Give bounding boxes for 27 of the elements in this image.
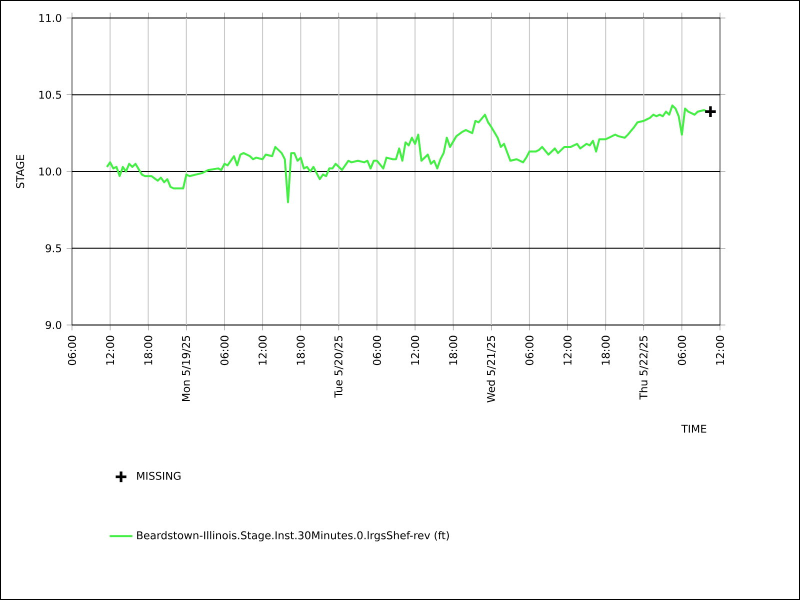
x-tick-label: 06:00 — [372, 336, 381, 366]
y-axis-title: STAGE — [16, 154, 24, 188]
x-tick-label: 12:00 — [411, 336, 420, 365]
x-tick-label: 06:00 — [220, 336, 228, 366]
x-tick-label: 06:00 — [525, 336, 534, 366]
x-tick-label: 06:00 — [678, 336, 686, 366]
x-tick-label: Wed 5/21/25 — [486, 336, 496, 402]
legend-label: Beardstown-Illinois.Stage.Inst.30Minutes.0.lrgsShef-rev (ft) — [137, 531, 449, 542]
y-tick-label: 11.0 — [39, 14, 62, 22]
legend-label: MISSING — [137, 472, 181, 480]
y-tick-label: 10.5 — [39, 90, 62, 99]
x-tick-label: Mon 5/19/25 — [182, 336, 191, 401]
y-tick-label: 10.0 — [39, 167, 62, 176]
x-tick-label: 06:00 — [68, 336, 76, 366]
x-tick-label: 12:00 — [258, 336, 267, 365]
x-tick-label: 12:00 — [106, 336, 114, 365]
y-tick-label: 9.0 — [46, 320, 62, 330]
y-tick-label: 9.5 — [46, 244, 62, 252]
x-axis-title: TIME — [681, 424, 706, 433]
x-tick-label: 18:00 — [449, 336, 458, 365]
x-tick-label: Tue 5/20/25 — [334, 336, 344, 398]
x-tick-label: 12:00 — [563, 336, 572, 365]
x-tick-label: 12:00 — [716, 336, 724, 365]
x-tick-label: 18:00 — [296, 336, 305, 365]
x-tick-label: Thu 5/22/25 — [639, 336, 648, 400]
x-tick-label: 18:00 — [144, 336, 152, 365]
x-tick-label: 18:00 — [602, 336, 610, 365]
